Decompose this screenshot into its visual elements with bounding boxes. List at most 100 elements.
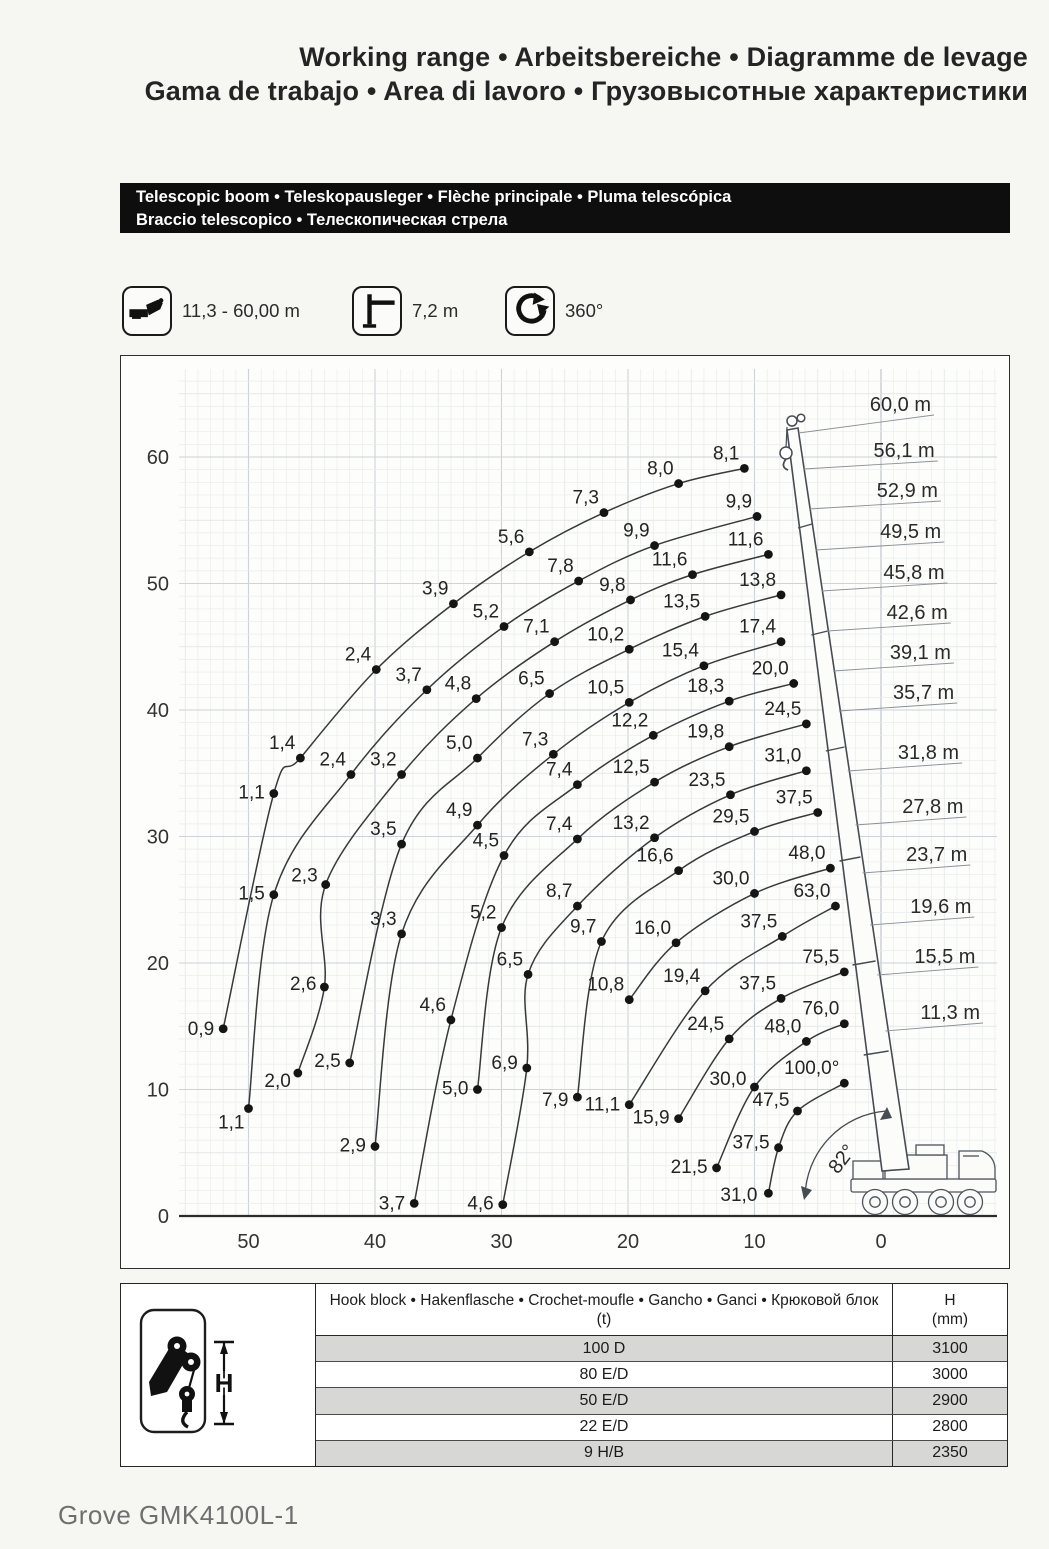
boom-length-label: 35,7 m (893, 682, 954, 704)
boom-length-label: 11,3 m (920, 1002, 980, 1024)
capacity-point (831, 901, 840, 911)
hook-table-row: 22 E/D 2800 (316, 1414, 1007, 1441)
capacity-point (724, 742, 734, 752)
capacity-label: 8,7 (546, 881, 572, 902)
capacity-point (422, 685, 432, 695)
capacity-point (839, 967, 849, 977)
boom-length-label: 45,8 m (883, 562, 944, 584)
boom-length-label: 56,1 m (874, 440, 935, 462)
svg-text:10: 10 (743, 1231, 765, 1253)
capacity-label: 8,1 (713, 443, 739, 464)
working-range-plot: 0 10 20 30 40 50 60 50 40 30 20 10 0 60,0 m 56,1 m 52,9… (147, 369, 997, 1253)
capacity-point (471, 694, 481, 704)
working-range-chart: 0 10 20 30 40 50 60 50 40 30 20 10 0 60,0 m 56,1 m 52,9… (120, 355, 1010, 1269)
capacity-point (776, 590, 786, 600)
svg-text:30: 30 (147, 827, 169, 849)
boom-length-label: 19,6 m (910, 896, 971, 918)
model-name: Grove GMK4100L-1 (58, 1500, 299, 1530)
capacity-label: 2,0 (264, 1071, 290, 1092)
capacity-label: 47,5 (753, 1090, 790, 1111)
capacity-label: 5,2 (473, 602, 499, 623)
capacity-point (599, 508, 609, 518)
capacity-label: 7,8 (547, 556, 573, 577)
capacity-label: 48,0 (764, 1016, 801, 1037)
capacity-label: 9,8 (599, 575, 625, 596)
capacity-label: 31,0 (720, 1185, 757, 1206)
capacity-point (777, 932, 787, 941)
capacity-label: 23,5 (688, 770, 725, 791)
capacity-point (752, 512, 762, 521)
capacity-point (345, 1058, 355, 1068)
capacity-point (624, 995, 634, 1005)
capacity-point (573, 780, 582, 790)
outrigger-span-icon (352, 286, 402, 336)
capacity-label: 1,1 (218, 1112, 244, 1133)
spec-slewing-range: 360° (505, 286, 603, 336)
capacity-label: 5,0 (442, 1079, 468, 1100)
capacity-point (397, 839, 406, 849)
crane-truck-illustration (850, 1144, 997, 1216)
capacity-point (700, 611, 710, 621)
capacity-curve: 2,5 3,5 5,0 6,5 10,2 13,5 13,8 (314, 570, 786, 1072)
capacity-point (295, 753, 305, 763)
capacity-label: 10,8 (587, 975, 624, 996)
svg-text:50: 50 (147, 574, 169, 596)
capacity-point (218, 1024, 228, 1034)
capacity-label: 24,5 (687, 1014, 724, 1035)
capacity-point (801, 766, 811, 776)
capacity-point (473, 820, 482, 830)
hook-block-table: H Hook block • Hakenflasche • Crochet-mo… (120, 1283, 1008, 1467)
capacity-point (688, 570, 697, 580)
capacity-label: 2,3 (291, 866, 317, 887)
svg-text:60: 60 (147, 447, 169, 469)
capacity-label: 37,5 (733, 1133, 770, 1154)
svg-text:0: 0 (158, 1206, 169, 1228)
capacity-point (724, 1034, 734, 1044)
axis-tick-labels: 0 10 20 30 40 50 60 50 40 30 20 10 0 (147, 447, 887, 1253)
capacity-label: 7,4 (546, 814, 573, 835)
capacity-label: 3,3 (370, 909, 396, 930)
boom-length-label: 27,8 m (902, 796, 963, 818)
capacity-label: 30,0 (713, 868, 750, 889)
capacity-label: 4,6 (467, 1194, 493, 1215)
boom-length-label: 23,7 m (906, 844, 967, 866)
capacity-point (776, 637, 786, 647)
capacity-point (650, 541, 659, 550)
capacity-point (650, 777, 659, 787)
capacity-label: 24,5 (764, 699, 801, 720)
capacity-label: 6,9 (491, 1053, 517, 1074)
capacity-point (789, 679, 799, 688)
capacity-label: 2,4 (345, 645, 372, 666)
capacity-point (244, 1104, 253, 1113)
boom-length-label: 31,8 m (898, 742, 959, 764)
capacity-point (499, 622, 509, 631)
capacity-label: 4,6 (419, 995, 445, 1016)
hook-block-height: 2900 (892, 1388, 1007, 1414)
capacity-label: 2,5 (314, 1051, 340, 1072)
hook-table-header: Hook block • Hakenflasche • Crochet-mouf… (316, 1284, 1007, 1337)
capacity-point (626, 595, 635, 605)
boom-length-value: 11,3 - 60,00 m (182, 300, 300, 321)
hook-table-header-h-unit: (mm) (931, 1310, 969, 1328)
svg-text:0: 0 (875, 1231, 886, 1253)
capacity-curve: 2,9 3,3 4,9 7,3 10,5 15,4 17,4 (340, 617, 786, 1156)
slewing-range-icon (505, 286, 555, 336)
capacity-label: 3,2 (370, 750, 396, 771)
capacity-point (650, 833, 659, 843)
section-banner: Telescopic boom • Teleskopausleger • Flè… (120, 183, 1010, 233)
capacity-label: 76,0 (802, 999, 839, 1020)
capacity-label: 48,0 (788, 843, 825, 864)
capacity-curves: 0,9 1,1 1,4 2,4 3,9 5,6 7,3 8,0 8,1 1,1 1,5 2,4 3,7 5… (188, 443, 849, 1215)
capacity-label: 75,5 (802, 947, 839, 968)
capacity-label: 3,7 (379, 1193, 405, 1214)
capacity-point (624, 644, 634, 654)
capacity-label: 11,6 (652, 550, 688, 571)
hook-block-height: 2800 (892, 1414, 1007, 1440)
capacity-curve: 0,9 1,1 1,4 2,4 3,9 5,6 7,3 8,0 8,1 (188, 443, 749, 1040)
boom-length-label: 60,0 m (870, 394, 931, 416)
capacity-point (397, 929, 406, 939)
capacity-label: 20,0 (752, 658, 789, 679)
hook-table-header-main: Hook block • Hakenflasche • Crochet-mouf… (329, 1291, 879, 1309)
hook-table-row: 100 D 3100 (316, 1336, 1007, 1363)
svg-text:40: 40 (147, 700, 169, 722)
